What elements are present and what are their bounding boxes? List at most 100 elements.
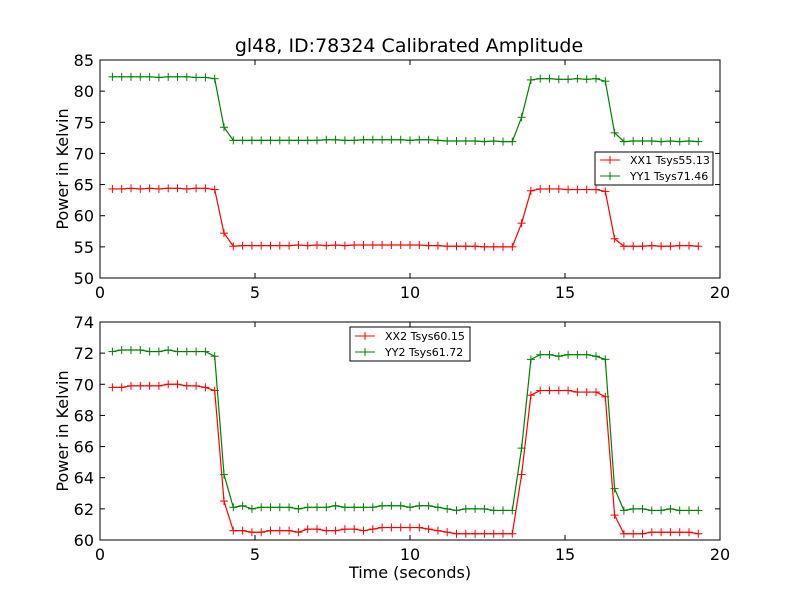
data-point bbox=[499, 506, 507, 515]
data-point bbox=[331, 135, 340, 144]
x-tick-label: 10 bbox=[400, 545, 420, 564]
data-point bbox=[266, 503, 275, 512]
data-point bbox=[154, 347, 163, 356]
x-tick-label: 20 bbox=[710, 283, 730, 302]
data-point bbox=[489, 529, 498, 538]
y-tick-label: 62 bbox=[74, 500, 94, 519]
data-point bbox=[238, 501, 247, 510]
data-point bbox=[127, 184, 135, 193]
data-point bbox=[266, 241, 275, 250]
data-point bbox=[192, 73, 201, 82]
data-point bbox=[582, 185, 591, 194]
y-tick-label: 70 bbox=[74, 144, 94, 163]
data-point bbox=[136, 184, 145, 193]
data-point bbox=[322, 503, 331, 512]
data-point bbox=[303, 525, 312, 534]
legend: XX1 Tsys55.13 YY1 Tsys71.46 bbox=[594, 151, 714, 186]
data-point bbox=[117, 383, 126, 392]
data-point bbox=[461, 242, 470, 251]
data-point bbox=[396, 523, 405, 532]
data-point bbox=[154, 73, 163, 82]
data-point bbox=[638, 504, 647, 513]
data-point bbox=[117, 346, 126, 355]
data-point bbox=[331, 240, 340, 249]
y-tick-label: 66 bbox=[74, 438, 94, 457]
data-point bbox=[322, 526, 331, 535]
data-point bbox=[480, 242, 489, 251]
data-point bbox=[127, 346, 135, 355]
data-point bbox=[424, 135, 433, 144]
y-axis-label: Power in Kelvin bbox=[53, 370, 72, 491]
data-point bbox=[173, 72, 182, 81]
data-point bbox=[359, 240, 368, 249]
data-point bbox=[378, 135, 387, 144]
data-point bbox=[266, 526, 275, 535]
data-point bbox=[433, 503, 442, 512]
data-point bbox=[499, 242, 507, 251]
data-point bbox=[275, 241, 284, 250]
data-point bbox=[294, 528, 303, 537]
data-point bbox=[275, 136, 284, 145]
data-point bbox=[433, 526, 442, 535]
data-point bbox=[220, 229, 228, 238]
data-point bbox=[647, 136, 656, 145]
data-point bbox=[545, 74, 554, 83]
data-point bbox=[303, 503, 312, 512]
data-point bbox=[368, 503, 377, 512]
series-line bbox=[112, 187, 699, 248]
data-point bbox=[619, 137, 628, 146]
data-point bbox=[675, 528, 684, 537]
data-point bbox=[629, 504, 638, 513]
data-point bbox=[573, 388, 582, 397]
data-point bbox=[638, 242, 647, 251]
series-0 bbox=[108, 184, 703, 251]
data-point bbox=[517, 470, 526, 479]
data-point bbox=[647, 241, 656, 250]
data-point bbox=[145, 72, 154, 81]
data-point bbox=[536, 386, 545, 395]
y-tick-label: 74 bbox=[74, 313, 94, 332]
data-point bbox=[406, 240, 414, 249]
x-tick-label: 5 bbox=[250, 545, 260, 564]
data-point bbox=[592, 388, 600, 397]
legend: XX2 Tsys60.15 YY2 Tsys61.72 bbox=[349, 326, 471, 362]
data-point bbox=[489, 506, 498, 515]
data-point bbox=[675, 137, 684, 146]
data-point bbox=[294, 136, 303, 145]
data-point bbox=[471, 136, 480, 145]
data-point bbox=[582, 388, 591, 397]
data-point bbox=[526, 186, 535, 195]
data-point bbox=[471, 242, 480, 251]
legend-box bbox=[349, 326, 471, 362]
data-point bbox=[443, 242, 452, 251]
data-point bbox=[480, 137, 489, 146]
data-point bbox=[415, 240, 424, 249]
data-point bbox=[350, 525, 359, 534]
data-point bbox=[275, 526, 284, 535]
data-point bbox=[201, 73, 210, 82]
data-point bbox=[108, 383, 117, 392]
x-tick-label: 0 bbox=[95, 283, 105, 302]
series-layer bbox=[108, 346, 703, 538]
data-point bbox=[592, 185, 600, 194]
data-point bbox=[601, 355, 610, 364]
data-point bbox=[340, 136, 349, 145]
data-point bbox=[554, 75, 563, 84]
data-point bbox=[238, 241, 247, 250]
data-point bbox=[285, 526, 294, 535]
data-point bbox=[694, 242, 703, 251]
x-tick-label: 5 bbox=[250, 283, 260, 302]
data-point bbox=[340, 525, 349, 534]
data-point bbox=[331, 501, 340, 510]
legend-entry-1: YY2 Tsys61.72 bbox=[355, 346, 463, 359]
data-point bbox=[387, 523, 396, 532]
data-point bbox=[322, 135, 331, 144]
y-tick-label: 72 bbox=[74, 344, 94, 363]
data-point bbox=[675, 241, 684, 250]
data-point bbox=[638, 529, 647, 538]
data-point bbox=[154, 381, 163, 390]
data-point bbox=[443, 504, 452, 513]
data-point bbox=[350, 240, 359, 249]
data-point bbox=[406, 503, 414, 512]
data-point bbox=[210, 185, 219, 194]
